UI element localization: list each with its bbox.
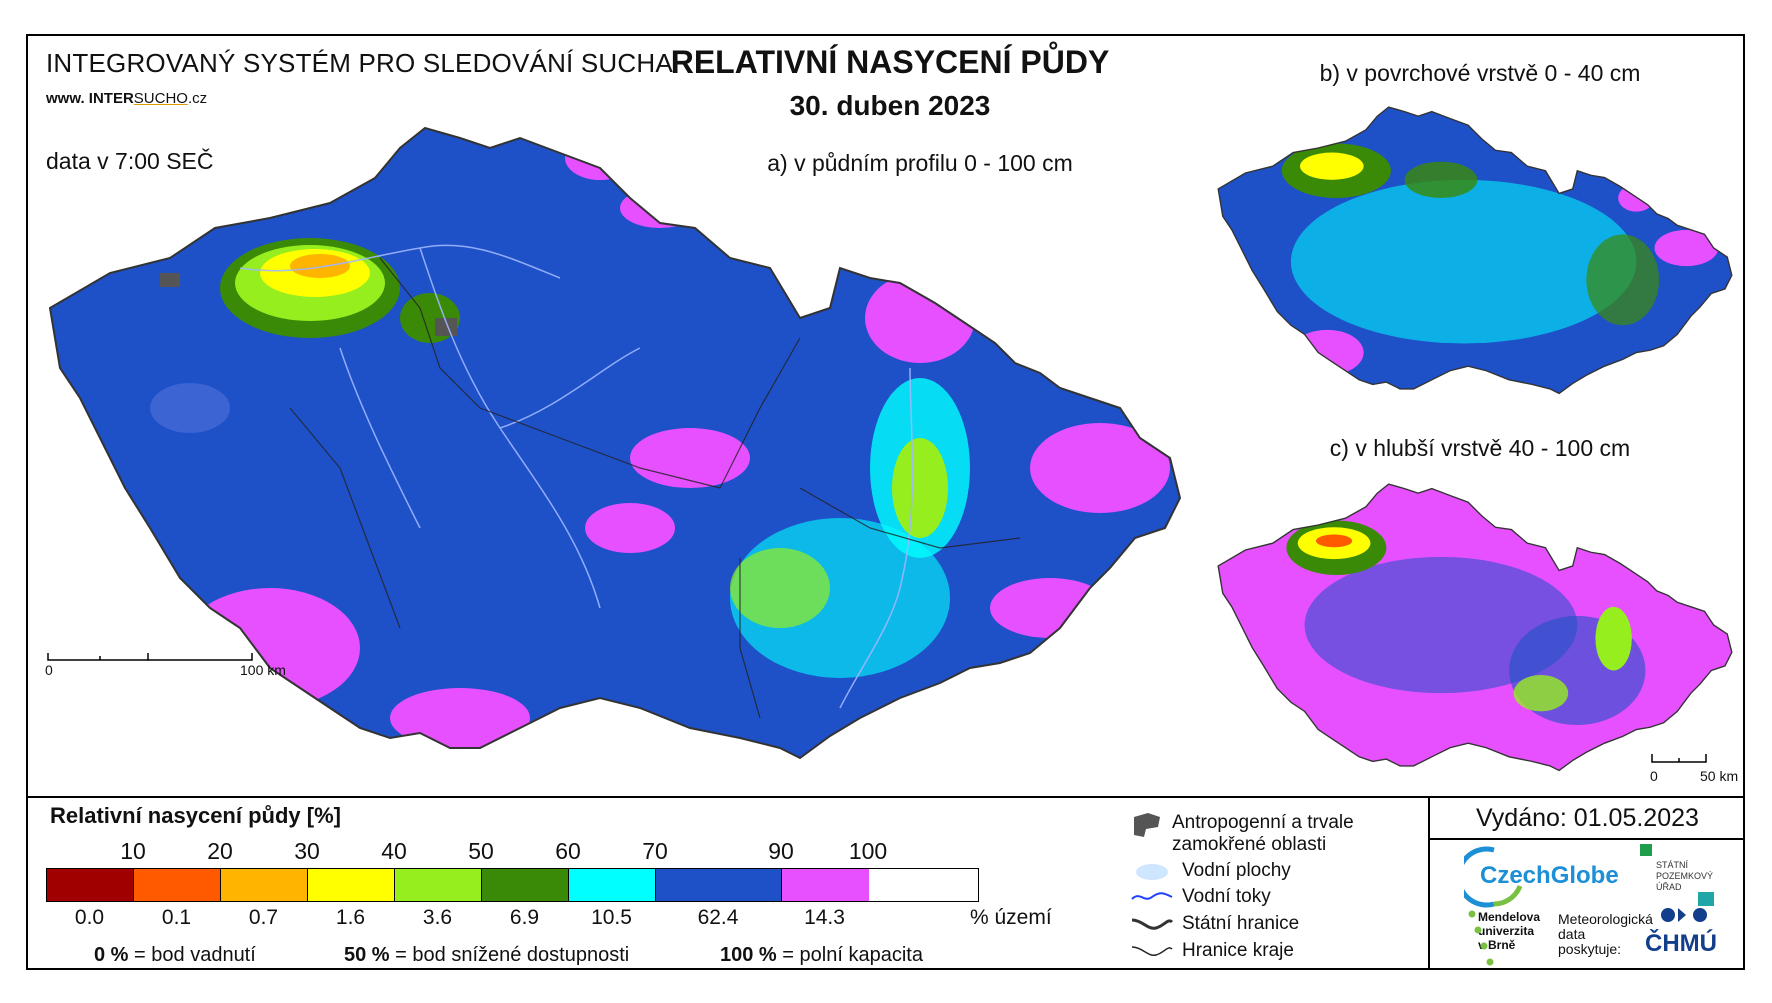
- scale-start-label: 0: [1650, 768, 1658, 784]
- legend-area-value: 0.7: [248, 906, 279, 929]
- legend-symbol-anthropogenic: Antropogenní a trvale zamokřené oblasti: [1130, 812, 1410, 856]
- legend-symbol-river: Vodní toky: [1130, 884, 1271, 910]
- chmu-logo-icon: [1661, 908, 1707, 922]
- legend-class-swatch: [134, 869, 221, 901]
- page-title: RELATIVNÍ NASYCENÍ PŮDY: [670, 44, 1110, 80]
- surface-layer-map: [1217, 106, 1733, 395]
- legend-class-swatch: [656, 869, 782, 901]
- legend-area-value: 3.6: [422, 906, 453, 929]
- legend-area-value: 10.5: [591, 906, 632, 929]
- legend-area-value: 0.0: [74, 906, 105, 929]
- chmu-name: ČHMÚ: [1645, 930, 1717, 957]
- legend-tick-label: 100: [848, 838, 888, 864]
- legend-symbol-water-body: Vodní plochy: [1130, 858, 1291, 884]
- website-link[interactable]: www. INTERSUCHO.cz: [46, 90, 207, 107]
- legend-class-swatch: [221, 869, 308, 901]
- meteo-data-note: Meteorologická data poskytuje:: [1558, 911, 1653, 957]
- region-border-icon: [1130, 938, 1174, 964]
- main-map: [47, 126, 1182, 760]
- legend-tick-label: 70: [642, 838, 668, 864]
- legend-tick-label: 20: [207, 838, 233, 864]
- divider: [1428, 838, 1745, 840]
- map-a-label: a) v půdním profilu 0 - 100 cm: [767, 150, 1073, 176]
- legend-area-value: 62.4: [697, 906, 739, 929]
- river-icon: [1130, 884, 1174, 910]
- divider: [26, 796, 1745, 798]
- legend-tick-label: 90: [768, 838, 794, 864]
- note-reduced-availability: 50 % = bod snížené dostupnosti: [344, 944, 630, 966]
- divider: [1428, 796, 1430, 970]
- mendel-logo: Mendelova univerzita v Brně: [1468, 910, 1540, 966]
- map-date: 30. duben 2023: [789, 90, 991, 121]
- legend-symbol-region-border: Hranice kraje: [1130, 938, 1294, 964]
- legend-area-value: 14.3: [804, 906, 845, 929]
- legend-unit: % území: [970, 906, 1052, 929]
- legend-tick-label: 60: [555, 838, 581, 864]
- legend-symbol-state-border: Státní hranice: [1130, 911, 1299, 937]
- czechglobe-name: CzechGlobe: [1480, 862, 1619, 889]
- anthropogenic-area-icon: [1130, 812, 1164, 838]
- issued-date: Vydáno: 01.05.2023: [1476, 804, 1699, 832]
- website-brand: SUCHO: [133, 90, 188, 107]
- spu-logo: STÁTNÍ POZEMKOVÝ ÚŘAD: [1640, 844, 1714, 906]
- system-title: INTEGROVANÝ SYSTÉM PRO SLEDOVÁNÍ SUCHA: [46, 48, 673, 78]
- legend-tick-label: 30: [294, 838, 320, 864]
- legend-area-value: 6.9: [509, 906, 540, 929]
- legend-area-value: 1.6: [335, 906, 366, 929]
- scale-bar-small: [1651, 754, 1707, 763]
- water-body-icon: [1130, 858, 1174, 884]
- data-time: data v 7:00 SEČ: [46, 148, 214, 174]
- legend-area-value: 0.1: [161, 906, 192, 929]
- legend-class-swatch: [569, 869, 656, 901]
- legend-class-swatch: [482, 869, 569, 901]
- website-suffix: .cz: [187, 90, 208, 107]
- website-prefix: www. INTER: [46, 90, 134, 107]
- state-border-icon: [1130, 911, 1174, 937]
- note-wilting-point: 0 % = bod vadnutí: [94, 944, 256, 966]
- scale-end-label: 50 km: [1700, 768, 1739, 784]
- scale-start-label: 0: [45, 662, 53, 678]
- legend-title: Relativní nasycení půdy [%]: [50, 803, 341, 828]
- czechglobe-logo: [1464, 846, 1523, 908]
- map-c-label: c) v hlubší vrstvě 40 - 100 cm: [1329, 435, 1631, 461]
- legend-colorbar: [46, 868, 979, 902]
- map-b-label: b) v povrchové vrstvě 0 - 40 cm: [1319, 60, 1641, 86]
- note-field-capacity: 100 % = polní kapacita: [720, 944, 923, 966]
- legend-class-swatch: [47, 869, 134, 901]
- legend-class-swatch: [395, 869, 482, 901]
- legend-tick-label: 50: [468, 838, 494, 864]
- scale-end-label: 100 km: [240, 662, 286, 678]
- scale-bar: [47, 653, 253, 661]
- legend-tick-label: 40: [381, 838, 407, 864]
- map-frame: [26, 34, 1745, 970]
- deep-layer-map: [1217, 483, 1733, 772]
- legend-class-swatch: [782, 869, 869, 901]
- legend-tick-label: 10: [120, 838, 146, 864]
- legend-class-swatch: [308, 869, 395, 901]
